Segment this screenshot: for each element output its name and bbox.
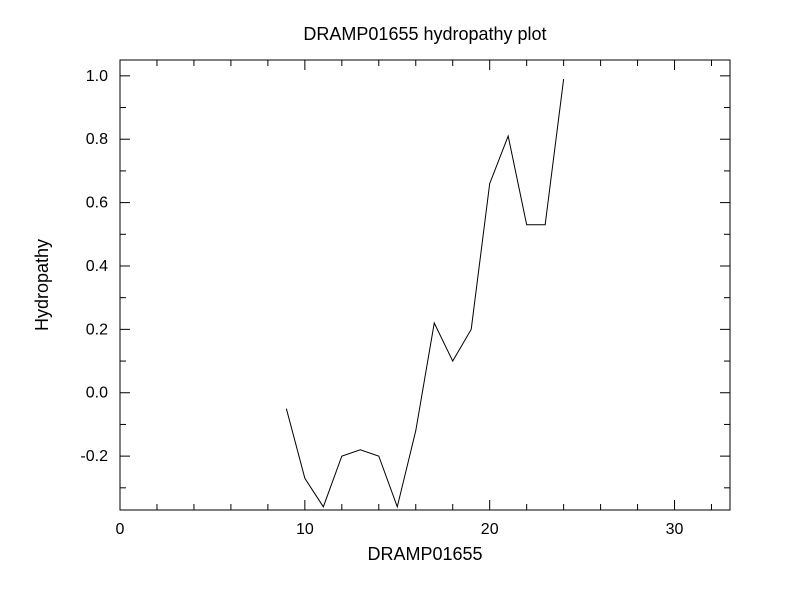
x-axis-label: DRAMP01655 [367,544,482,564]
x-tick-label: 10 [296,521,314,538]
data-line [286,79,563,507]
y-tick-label: 1.0 [86,68,108,85]
chart-container: 0 10 20 30 -0.2 0.0 0.2 0.4 0.6 0.8 1.0 DRAMP01655 … [0,0,800,600]
x-tick-label: 30 [666,521,684,538]
hydropathy-chart: 0 10 20 30 -0.2 0.0 0.2 0.4 0.6 0.8 1.0 DRAMP01655 … [0,0,800,600]
x-tick-label: 20 [481,521,499,538]
y-tick-label: 0.2 [86,321,108,338]
y-tick-label: 0.8 [86,131,108,148]
y-axis-label: Hydropathy [32,239,52,331]
y-tick-label: 0.6 [86,195,108,212]
x-tick-label: 0 [116,521,125,538]
y-tick-label: 0.0 [86,385,108,402]
y-tick-label: -0.2 [80,448,108,465]
plot-border [120,60,730,510]
y-tick-label: 0.4 [86,258,108,275]
chart-title: DRAMP01655 hydropathy plot [303,24,546,44]
